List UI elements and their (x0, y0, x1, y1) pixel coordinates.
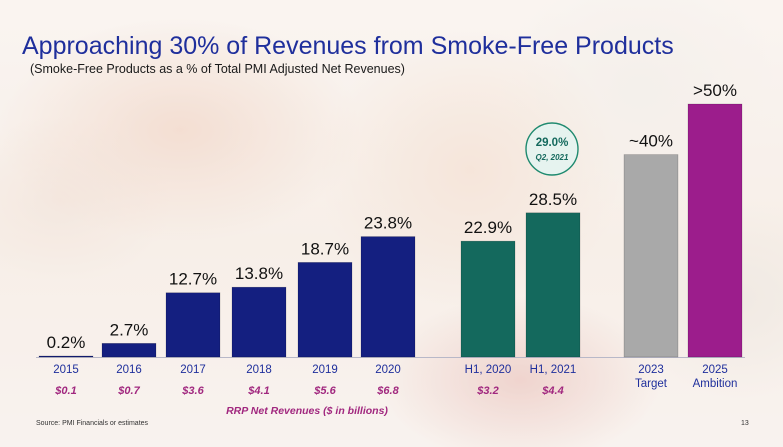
tick-label-2017: 2017 (180, 364, 206, 376)
tick-label-2015: 2015 (53, 364, 79, 376)
tick-label-h1-2021: H1, 2021 (530, 364, 577, 376)
tick-label-2018: 2018 (246, 364, 272, 376)
data-label-2023-target: ~40% (629, 132, 673, 151)
tick-label-2019: 2019 (312, 364, 338, 376)
data-label-2016: 2.7% (110, 320, 149, 339)
bar-2023-target (623, 154, 679, 358)
page-title: Approaching 30% of Revenues from Smoke-F… (22, 32, 674, 60)
tick-label2-2025-ambition: Ambition (693, 378, 738, 390)
rrp-axis-label: RRP Net Revenues ($ in billions) (226, 405, 388, 417)
bar-2025-ambition (687, 103, 743, 358)
tick-label-2025-ambition: 2025 (702, 364, 728, 376)
data-label-2017: 12.7% (169, 270, 217, 289)
data-label-2015: 0.2% (47, 333, 86, 352)
rrp-value-h1-2021: $4.4 (541, 385, 563, 397)
page-subtitle: (Smoke-Free Products as a % of Total PMI… (30, 62, 405, 76)
bar-2018 (231, 286, 287, 358)
data-label-h1-2020: 22.9% (464, 218, 512, 237)
bar-2016 (101, 343, 157, 358)
tick-label-h1-2020: H1, 2020 (465, 364, 512, 376)
data-label-2018: 13.8% (235, 264, 283, 283)
source-note: Source: PMI Financials or estimates (36, 420, 149, 427)
rrp-value-2020: $6.8 (376, 385, 399, 397)
rrp-value-2015: $0.1 (54, 385, 76, 397)
rrp-value-h1-2020: $3.2 (476, 385, 498, 397)
callout-value: 29.0% (536, 137, 569, 149)
callout: 29.0% Q2, 2021 (525, 122, 579, 176)
data-label-2020: 23.8% (364, 214, 412, 233)
rrp-value-2019: $5.6 (313, 385, 336, 397)
tick-label2-2023-target: Target (635, 378, 668, 390)
rrp-value-2016: $0.7 (117, 385, 140, 397)
data-label-h1-2021: 28.5% (529, 190, 577, 209)
rrp-value-2017: $3.6 (181, 385, 204, 397)
tick-label-2016: 2016 (116, 364, 142, 376)
callout-circle (525, 122, 579, 176)
tick-label-2020: 2020 (375, 364, 401, 376)
bar-2015 (38, 355, 94, 358)
data-label-2025-ambition: >50% (693, 81, 737, 100)
bar-2019 (297, 262, 353, 358)
bar-2020 (360, 236, 416, 358)
rrp-value-2018: $4.1 (247, 385, 269, 397)
page-number: 13 (741, 420, 749, 427)
tick-label-2023-target: 2023 (638, 364, 664, 376)
bars-layer: 0.2% 2015 $0.1 2.7% 2016 $0.7 12.7% 2017 $3.6 13.… (36, 81, 745, 397)
bar-2017 (165, 292, 221, 358)
bar-h1-2021 (525, 212, 581, 358)
data-label-2019: 18.7% (301, 239, 349, 258)
bar-h1-2020 (460, 240, 516, 358)
callout-period: Q2, 2021 (536, 153, 569, 162)
